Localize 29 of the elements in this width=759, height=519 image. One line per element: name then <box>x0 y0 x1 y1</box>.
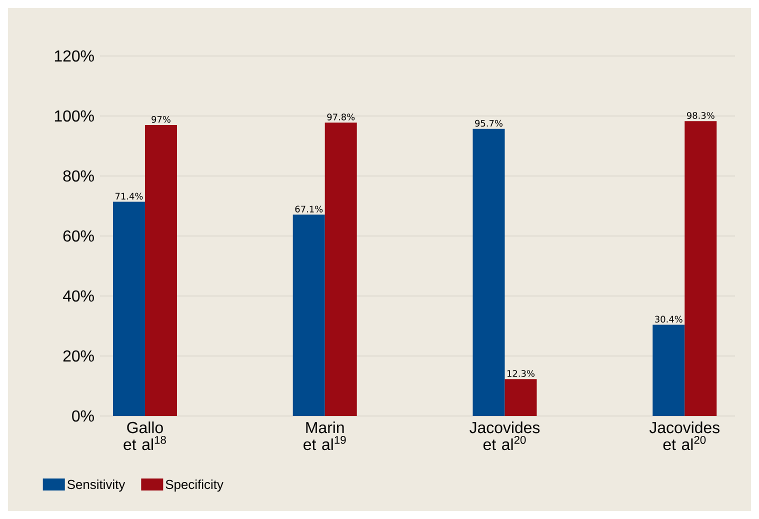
data-label: 97% <box>152 116 170 123</box>
bar <box>144 124 177 416</box>
data-label: 98.3% <box>686 112 714 119</box>
y-tick-label: 100% <box>54 110 94 122</box>
data-label: 95.7% <box>475 120 503 127</box>
data-label: 67.1% <box>295 206 323 212</box>
bar <box>684 121 717 416</box>
x-tick-label: Marin et al$^{19}$ <box>304 422 346 450</box>
bar <box>504 379 537 416</box>
bar <box>472 128 505 416</box>
legend-label: Sensitivity <box>67 480 126 492</box>
bar <box>324 122 357 416</box>
data-label: 30.4% <box>655 316 682 323</box>
y-tick-label: 80% <box>63 170 94 182</box>
data-label: 12.3% <box>508 370 535 377</box>
x-tick-label: Jacovides et al$^{20}$ <box>649 422 720 450</box>
bar <box>652 324 685 416</box>
y-tick-label: 20% <box>63 350 94 362</box>
x-tick-label: Gallo et al$^{18}$ <box>124 422 166 450</box>
bar <box>112 202 145 416</box>
y-tick-label: 40% <box>62 290 94 302</box>
data-label: 71.4% <box>115 192 143 200</box>
x-tick-label: Jacovides et al$^{20}$ <box>470 422 540 450</box>
data-label: 97.8% <box>327 114 355 120</box>
y-tick-label: 60% <box>63 230 94 242</box>
legend-label: Specificity <box>166 480 224 492</box>
y-tick-label: 0% <box>72 410 94 422</box>
bar <box>292 214 325 416</box>
y-tick-label: 120% <box>54 50 94 62</box>
